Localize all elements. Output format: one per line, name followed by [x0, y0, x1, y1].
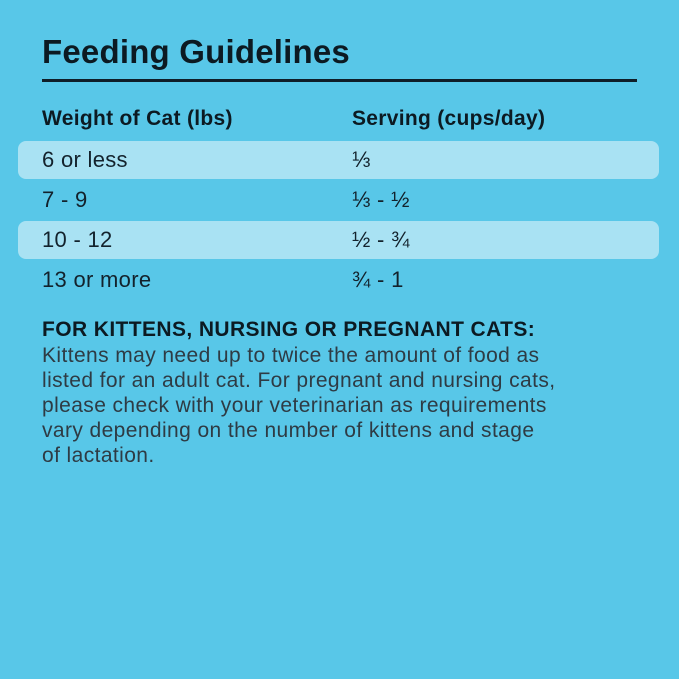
- note-heading: FOR KITTENS, NURSING OR PREGNANT CATS:: [42, 318, 536, 341]
- weight-cell: 7 - 9: [42, 187, 88, 212]
- weight-cell: 13 or more: [42, 267, 152, 292]
- serving-cell: ½ - ¾: [352, 227, 410, 252]
- column-header-weight: Weight of Cat (lbs): [42, 107, 233, 130]
- weight-cell: 6 or less: [42, 147, 128, 172]
- table-row: 6 or less ⅓: [18, 141, 659, 179]
- title-divider: [42, 79, 637, 82]
- table-row: 13 or more ¾ - 1: [18, 261, 659, 299]
- serving-cell: ⅓: [352, 147, 371, 172]
- kittens-note: FOR KITTENS, NURSING OR PREGNANT CATS: K…: [42, 317, 637, 468]
- column-header-serving: Serving (cups/day): [352, 107, 546, 130]
- serving-cell: ¾ - 1: [352, 267, 404, 292]
- weight-cell: 10 - 12: [42, 227, 113, 252]
- table-header-row: Weight of Cat (lbs) Serving (cups/day): [18, 105, 659, 133]
- page-title: Feeding Guidelines: [42, 33, 350, 70]
- table-row: 10 - 12 ½ - ¾: [18, 221, 659, 259]
- feeding-table: Weight of Cat (lbs) Serving (cups/day) 6…: [0, 105, 679, 299]
- table-row: 7 - 9 ⅓ - ½: [18, 181, 659, 219]
- serving-cell: ⅓ - ½: [352, 187, 410, 212]
- note-body: Kittens may need up to twice the amount …: [42, 344, 556, 467]
